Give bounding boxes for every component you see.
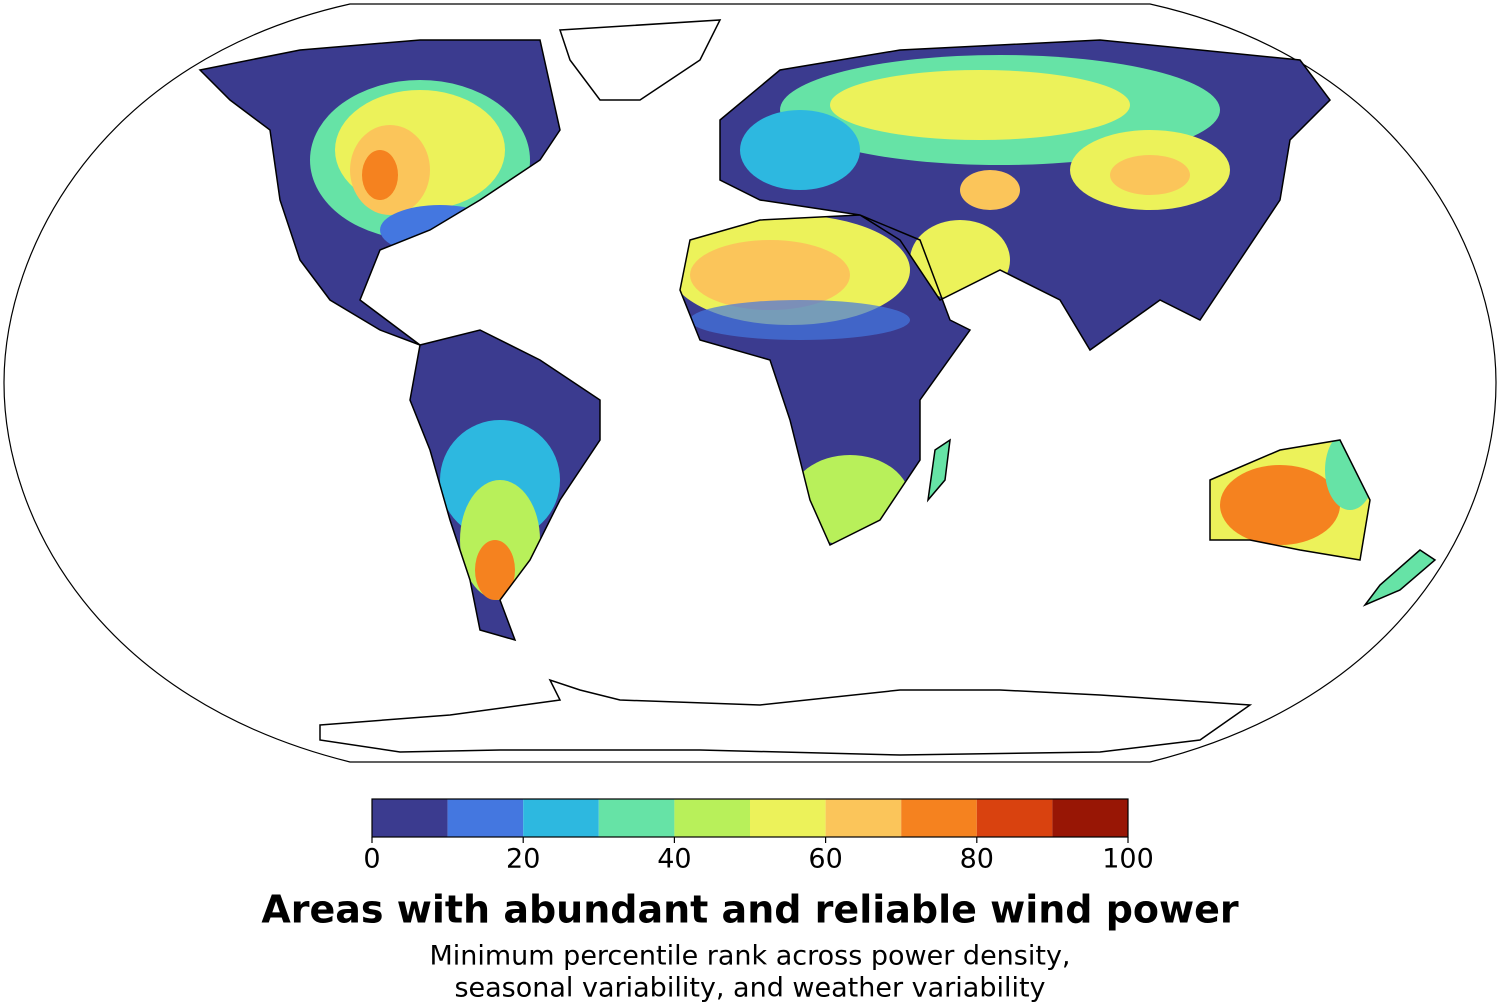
tick-label: 0	[363, 844, 380, 875]
title: Areas with abundant and reliable wind po…	[261, 888, 1239, 932]
colorbar-bin	[372, 799, 448, 837]
colorbar-bin	[674, 799, 750, 837]
colorbar-bin	[1052, 799, 1128, 837]
colorbar: 0 20 40 60 80 100	[363, 798, 1154, 875]
tick-label: 80	[960, 844, 994, 875]
tick-label: 20	[506, 844, 540, 875]
colorbar-bin	[598, 799, 675, 837]
colorbar-bin	[447, 799, 524, 837]
subtitle-line: seasonal variability, and weather variab…	[454, 973, 1045, 1004]
coastlines	[198, 39, 1371, 642]
colorbar-bin	[523, 799, 599, 837]
new-zealand	[1362, 549, 1437, 607]
greenland	[558, 19, 722, 101]
madagascar	[926, 438, 951, 503]
tick-label: 100	[1102, 844, 1154, 875]
tick-label: 60	[808, 844, 842, 875]
antarctica	[319, 678, 1253, 756]
colorbar-bin	[750, 799, 826, 837]
tick-label: 40	[657, 844, 691, 875]
subtitle-line: Minimum percentile rank across power den…	[429, 941, 1070, 972]
colorbar-bin	[901, 799, 977, 837]
colorbar-bin	[976, 799, 1053, 837]
colorbar-frame	[371, 798, 1129, 838]
colorbar-bin	[825, 799, 902, 837]
